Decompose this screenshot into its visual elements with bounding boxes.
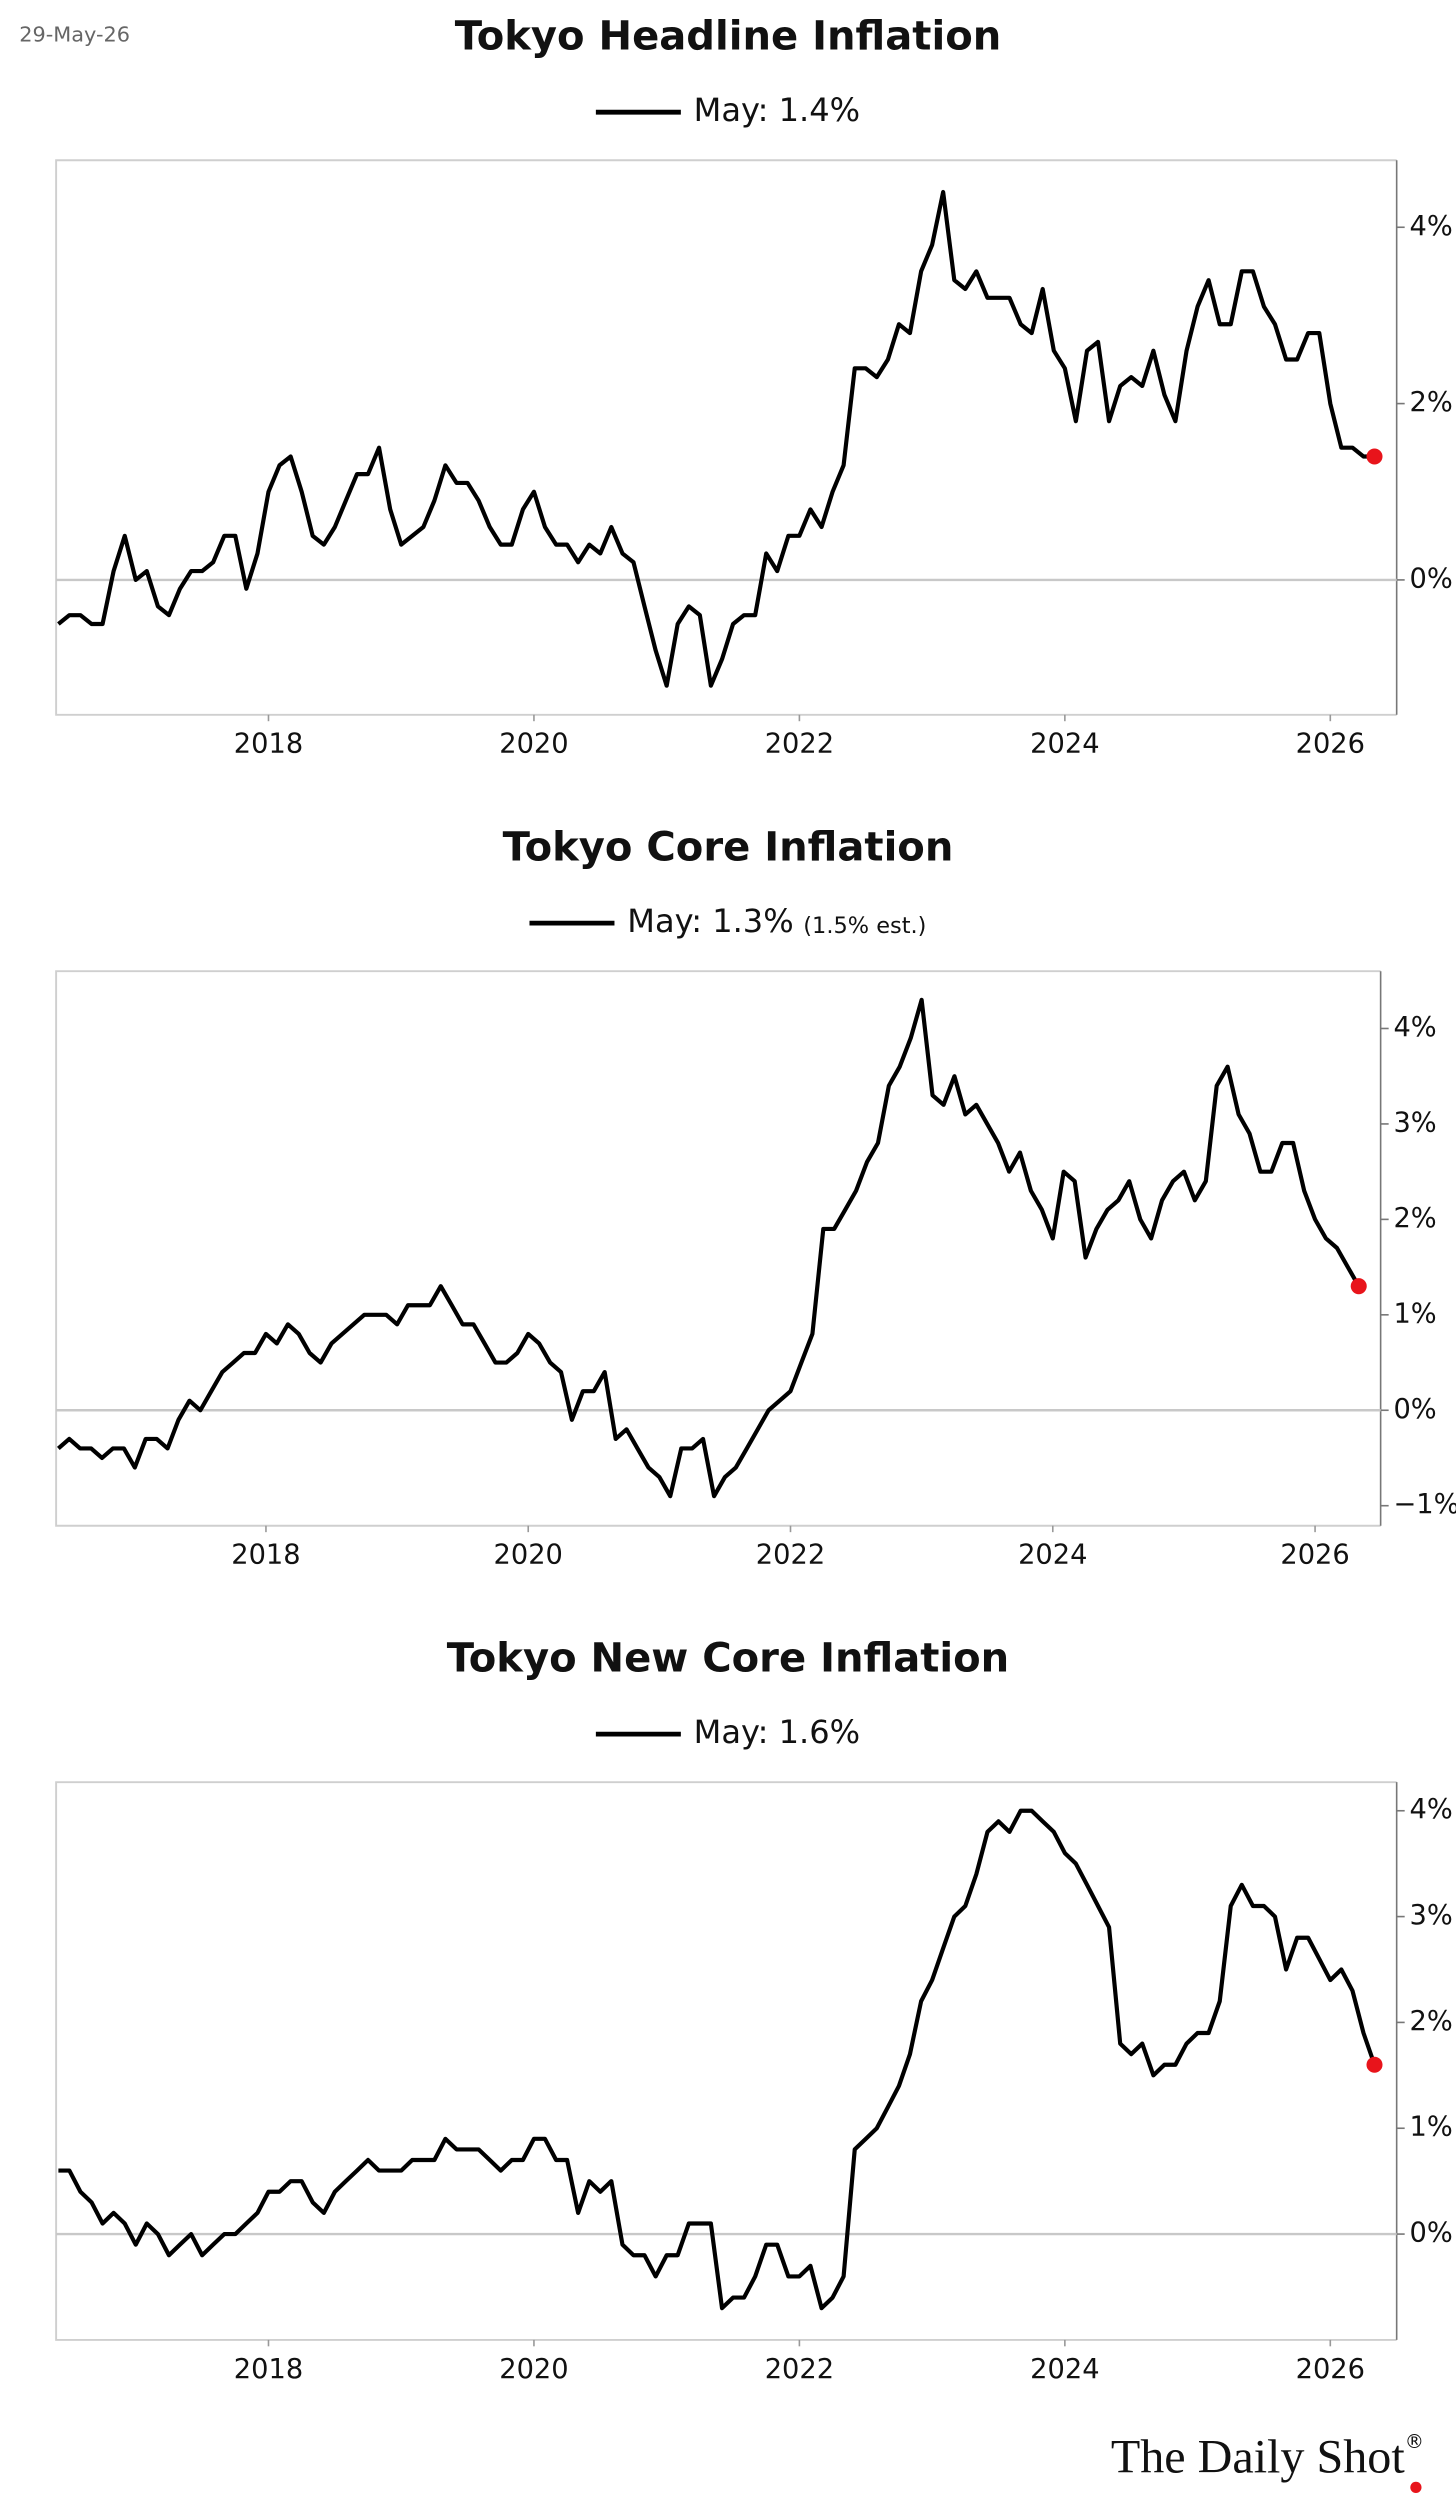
source-mark: ®	[1405, 2430, 1424, 2453]
y-tick-label: 2%	[1393, 1203, 1436, 1234]
legend-note: (1.5% est.)	[803, 913, 926, 939]
plot-frame	[55, 1781, 1397, 2341]
x-tick-label: 2022	[765, 729, 834, 760]
logo: The Daily Shot ®	[1111, 2430, 1424, 2493]
legend-label: May: 1.3%	[627, 902, 793, 940]
legend-label: May: 1.6%	[694, 1713, 860, 1751]
x-tick-label: 2022	[765, 2354, 834, 2385]
legend: May: 1.6%	[595, 1713, 860, 1751]
y-tick-label: −1%	[1393, 1489, 1456, 1520]
chart: 0% 1% 2% 3% 4% 2018 2020 2022 2024 2026 Tokyo New …	[55, 1635, 1453, 2385]
x-tick-label: 2018	[231, 1540, 300, 1571]
legend: May: 1.3% (1.5% est.)	[529, 902, 926, 940]
date: 29-May-26	[19, 22, 130, 46]
y-tick-label: 4%	[1409, 211, 1452, 242]
last-point	[1350, 1278, 1367, 1295]
y-tick-label: 2%	[1409, 2006, 1452, 2037]
x-tick-label: 2024	[1018, 1540, 1087, 1571]
x-tick-label: 2026	[1280, 1540, 1349, 1571]
chart-title: Tokyo New Core Inflation	[447, 1635, 1009, 1681]
series-line	[58, 1808, 1377, 2311]
x-tick-label: 2018	[234, 729, 303, 760]
y-tick-label: 3%	[1393, 1107, 1436, 1138]
chart-title: Tokyo Core Inflation	[503, 824, 954, 870]
y-tick-label: 2%	[1409, 387, 1452, 418]
legend: May: 1.4%	[595, 91, 860, 129]
y-tick-label: 0%	[1409, 2218, 1452, 2249]
x-tick-label: 2020	[499, 2354, 568, 2385]
x-tick-label: 2026	[1296, 729, 1365, 760]
y-tick-label: 4%	[1409, 1794, 1452, 1825]
x-tick-label: 2018	[234, 2354, 303, 2385]
series-line	[57, 189, 1375, 688]
last-point	[1366, 2056, 1383, 2073]
legend-label: May: 1.4%	[694, 91, 860, 129]
plot-frame	[55, 970, 1381, 1527]
source: The Daily Shot	[1111, 2431, 1405, 2484]
x-tick-label: 2024	[1030, 729, 1099, 760]
y-tick-label: 0%	[1409, 563, 1452, 594]
chart-title: Tokyo Headline Inflation	[455, 13, 1002, 59]
logo-dot	[1410, 2481, 1422, 2493]
x-tick-label: 2020	[494, 1540, 563, 1571]
last-point	[1366, 448, 1383, 465]
y-tick-label: 1%	[1409, 2112, 1452, 2143]
chart: −1% 0% 1% 2% 3% 4% 2018 2020 2022 2024 2026 Tokyo C…	[55, 824, 1456, 1571]
x-tick-label: 2026	[1296, 2354, 1365, 2385]
y-tick-label: 1%	[1393, 1298, 1436, 1329]
x-tick-label: 2022	[756, 1540, 825, 1571]
plot-frame	[55, 159, 1397, 716]
y-tick-label: 0%	[1393, 1394, 1436, 1425]
chart: 0% 2% 4% 2018 2020 2022 2024 2026 Tokyo Headline…	[55, 13, 1453, 760]
series-line	[56, 997, 1361, 1499]
x-tick-label: 2024	[1030, 2354, 1099, 2385]
x-tick-label: 2020	[499, 729, 568, 760]
y-tick-label: 4%	[1393, 1012, 1436, 1043]
y-tick-label: 3%	[1409, 1900, 1452, 1931]
